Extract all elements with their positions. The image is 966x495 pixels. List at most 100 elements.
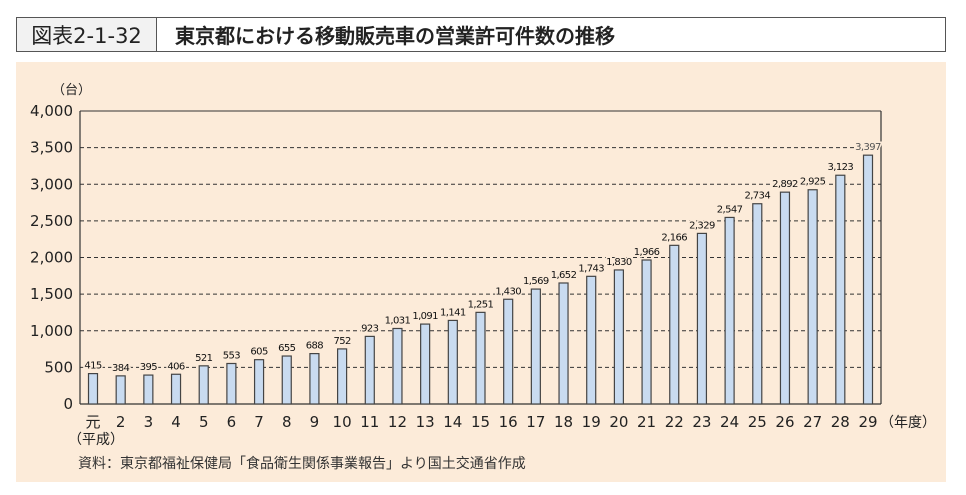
- x-tick-label: 23: [692, 413, 711, 431]
- x-tick-label: 21: [637, 413, 656, 431]
- data-label: 415: [84, 361, 102, 372]
- bar: [613, 269, 624, 405]
- data-label: 2,547: [717, 204, 743, 215]
- x-tick-label: 20: [609, 413, 628, 431]
- bar: [253, 359, 265, 405]
- bar: [364, 335, 375, 405]
- x-tick-label: 14: [443, 413, 462, 431]
- y-tick-label: 2,000: [30, 249, 73, 267]
- x-tick-label: 17: [526, 413, 545, 431]
- x-era-label: （平成）: [68, 432, 124, 448]
- x-tick-label: 2: [116, 413, 126, 431]
- data-label: 553: [223, 350, 241, 361]
- data-label: 2,329: [689, 220, 715, 231]
- bar: [807, 189, 818, 405]
- bar: [779, 191, 791, 405]
- x-tick-label: 28: [831, 413, 850, 431]
- data-label: 2,892: [772, 179, 798, 190]
- y-tick-label: 500: [44, 358, 73, 376]
- bar: [503, 298, 514, 405]
- bar: [475, 311, 486, 405]
- data-label: 1,569: [523, 276, 549, 287]
- x-tick-label: 7: [254, 413, 264, 431]
- bar: [337, 348, 348, 405]
- data-label: 1,031: [385, 315, 411, 326]
- x-tick-label: 12: [388, 413, 407, 431]
- data-label: 395: [140, 362, 158, 373]
- x-tick-label: 26: [775, 413, 794, 431]
- data-label: 923: [361, 323, 379, 334]
- x-tick-label: 27: [803, 413, 822, 431]
- x-tick-label: 3: [144, 413, 154, 431]
- bar: [724, 216, 735, 405]
- data-label: 1,141: [440, 307, 466, 318]
- x-tick-label: 5: [199, 413, 209, 431]
- data-label: 1,430: [495, 286, 521, 297]
- data-label: 3,397: [855, 142, 881, 153]
- x-tick-label: 22: [665, 413, 684, 431]
- data-label: 752: [333, 336, 351, 347]
- bar: [752, 203, 763, 405]
- x-tick-label: 11: [360, 413, 379, 431]
- x-tick-label: 29: [858, 413, 877, 431]
- y-axis-unit: （台）: [52, 83, 91, 98]
- bar: [281, 355, 292, 405]
- data-label: 2,166: [661, 232, 687, 243]
- data-label: 2,734: [744, 191, 770, 202]
- data-label: 1,091: [412, 311, 438, 322]
- bar: [309, 353, 320, 405]
- data-label: 384: [112, 363, 130, 374]
- data-label: 1,966: [634, 247, 660, 258]
- bar: [835, 174, 846, 405]
- x-tick-label: 4: [171, 413, 181, 431]
- data-label: 605: [250, 347, 268, 358]
- data-label: 406: [167, 361, 185, 372]
- y-tick-label: 3,000: [30, 175, 73, 193]
- data-label: 1,743: [578, 263, 604, 274]
- data-label: 1,830: [606, 257, 632, 268]
- data-label: 2,925: [800, 177, 826, 188]
- bar: [226, 362, 237, 405]
- data-label: 3,123: [828, 162, 854, 173]
- data-label: 655: [278, 343, 296, 354]
- bar: [862, 154, 874, 405]
- data-label: 1,251: [468, 299, 494, 310]
- bar: [696, 232, 708, 405]
- x-tick-label: 8: [282, 413, 292, 431]
- x-tick-label: 元: [85, 413, 100, 431]
- y-tick-label: 3,500: [30, 139, 73, 157]
- bar: [669, 244, 680, 405]
- y-tick-label: 4,000: [30, 102, 73, 120]
- bar: [115, 375, 126, 405]
- bar: [530, 288, 541, 405]
- figure-header: 図表2-1-32 東京都における移動販売車の営業許可件数の推移: [16, 17, 946, 52]
- chart-panel: [16, 62, 946, 482]
- figure-number: 図表2-1-32: [17, 18, 157, 51]
- x-tick-label: 24: [720, 413, 739, 431]
- y-tick-label: 1,500: [30, 285, 73, 303]
- data-label: 1,652: [551, 270, 577, 281]
- x-tick-label: 25: [748, 413, 767, 431]
- bar: [586, 275, 597, 405]
- data-label: 688: [306, 341, 324, 352]
- data-label: 521: [195, 353, 213, 364]
- x-tick-label: 18: [554, 413, 573, 431]
- x-tick-label: 15: [471, 413, 490, 431]
- x-axis-unit: （年度）: [880, 415, 936, 431]
- y-tick-label: 0: [63, 395, 73, 413]
- bar: [143, 374, 154, 405]
- bar: [392, 327, 403, 405]
- x-tick-label: 19: [582, 413, 601, 431]
- x-tick-label: 6: [227, 413, 237, 431]
- x-tick-label: 13: [416, 413, 435, 431]
- source-note: 資料：東京都福祉保健局「食品衛生関係事業報告」より国土交通省作成: [78, 456, 526, 472]
- bar: [447, 319, 458, 405]
- figure-title: 東京都における移動販売車の営業許可件数の推移: [175, 24, 615, 48]
- bar: [641, 259, 652, 405]
- x-tick-label: 16: [499, 413, 518, 431]
- x-tick-label: 9: [310, 413, 320, 431]
- y-tick-label: 2,500: [30, 212, 73, 230]
- bar: [420, 323, 431, 405]
- bar: [170, 373, 182, 405]
